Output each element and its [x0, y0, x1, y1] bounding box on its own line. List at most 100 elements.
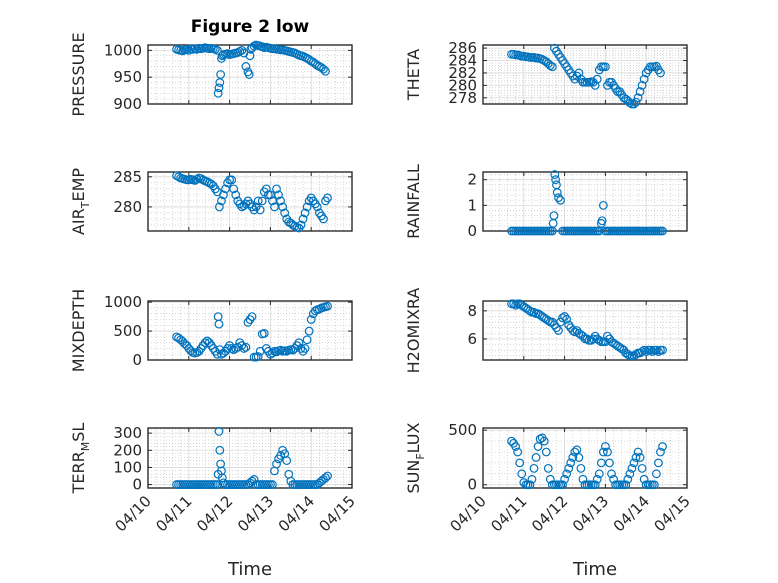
y-tick-label: 200	[113, 441, 142, 459]
data-point	[239, 344, 249, 353]
data-point	[321, 473, 330, 483]
data-point	[261, 184, 271, 194]
data-point	[656, 447, 665, 457]
data-point	[272, 184, 281, 194]
data-point	[539, 436, 549, 446]
data-point	[639, 74, 649, 84]
data-point	[558, 480, 567, 490]
data-point	[590, 80, 600, 90]
data-point	[282, 346, 292, 356]
data-point	[637, 347, 647, 356]
y-tick-label: 500	[448, 421, 477, 439]
y-tick-label: 100	[113, 458, 142, 476]
y-axis-label: H2OMIXRA	[404, 288, 423, 374]
data-point	[241, 62, 251, 71]
y-axis-label: SUNFLUX	[404, 422, 427, 493]
data-point	[215, 445, 225, 455]
data-point	[549, 211, 559, 221]
data-point	[562, 314, 572, 324]
data-point	[637, 80, 647, 90]
data-point	[627, 463, 637, 473]
data-point	[290, 221, 300, 231]
data-point	[564, 320, 574, 330]
data-point	[257, 196, 267, 206]
y-axis-label: RAINFALL	[404, 164, 423, 239]
data-point	[603, 331, 612, 341]
data-point	[554, 193, 563, 203]
y-tick-label: 8	[467, 302, 477, 320]
data-point	[513, 447, 523, 457]
data-point	[625, 98, 635, 108]
panel-air-temp: 280 285 AIRTEMP	[69, 168, 353, 235]
data-point	[578, 474, 588, 484]
data-point	[219, 478, 228, 488]
data-point	[511, 442, 521, 451]
data-point	[556, 195, 565, 205]
data-point	[174, 172, 184, 182]
data-point	[278, 202, 288, 212]
y-tick-label: 286	[448, 39, 477, 57]
data-point	[511, 300, 521, 310]
axes-box	[147, 300, 353, 361]
data-point	[272, 459, 281, 469]
x-tick-label: 04/14	[275, 492, 318, 535]
data-point	[639, 345, 649, 355]
x-tick-label: 04/13	[234, 492, 277, 535]
data-point	[562, 469, 572, 479]
y-tick-label: 0	[467, 476, 477, 494]
data-point	[294, 338, 304, 348]
data-point	[319, 214, 328, 224]
data-point	[601, 62, 610, 72]
data-point	[625, 469, 635, 479]
data-point	[607, 469, 616, 479]
data-point	[594, 469, 604, 479]
data-point	[592, 474, 602, 484]
data-point	[597, 216, 607, 226]
y-axis-label: TERRMSL	[69, 423, 92, 495]
data-point	[192, 174, 202, 184]
data-point	[323, 471, 332, 481]
data-point	[541, 447, 551, 457]
y-tick-label: 2	[467, 171, 477, 189]
x-tick-label: 04/12	[528, 492, 571, 535]
data-point	[631, 97, 641, 107]
data-point	[247, 312, 257, 322]
y-tick-label: 284	[448, 52, 477, 70]
data-point	[656, 68, 665, 78]
data-point	[649, 480, 659, 490]
y-tick-label: 0	[132, 476, 142, 494]
data-point	[231, 190, 241, 200]
data-point	[214, 427, 224, 436]
data-point	[554, 326, 563, 335]
data-point	[227, 344, 237, 353]
y-axis-label: THETA	[404, 49, 423, 101]
data-point	[592, 74, 602, 84]
data-point	[219, 190, 228, 200]
y-tick-label: 500	[113, 322, 142, 340]
data-point	[594, 335, 604, 345]
panel-h2omixra: 6 8 H2OMIXRA	[404, 288, 688, 374]
data-point	[306, 315, 316, 324]
x-tick-label: 04/14	[610, 492, 653, 535]
data-point	[635, 87, 645, 96]
panel-pressure: 900 950 1000 PRESSURE	[69, 32, 353, 117]
plot-area	[482, 427, 688, 489]
data-point	[633, 93, 643, 103]
y-tick-label: 1000	[104, 293, 142, 311]
data-point	[216, 70, 226, 79]
data-point	[552, 323, 561, 333]
data-point	[280, 208, 290, 218]
data-point	[576, 463, 586, 473]
x-tick-label: 04/11	[152, 492, 195, 535]
data-point	[543, 316, 553, 326]
data-point	[276, 196, 286, 206]
y-axis-label: PRESSURE	[69, 32, 88, 116]
data-point	[658, 442, 667, 451]
data-point	[268, 348, 277, 358]
axes-box	[147, 171, 353, 232]
data-point	[212, 45, 222, 55]
x-tick-label: 04/12	[193, 492, 236, 535]
y-tick-label: 6	[467, 330, 477, 348]
y-tick-label: 278	[448, 89, 477, 107]
